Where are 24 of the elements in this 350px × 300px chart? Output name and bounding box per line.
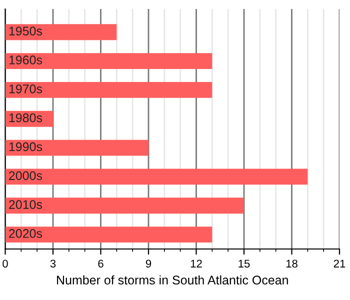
y-tick-label: 1970s [9, 84, 42, 94]
y-tick-label: 1990s [9, 142, 42, 152]
y-tick-label: 2000s [9, 171, 42, 180]
x-tick-label: 0 [2, 260, 8, 268]
bar [5, 168, 308, 185]
x-tick-label: 15 [238, 260, 250, 268]
bar [5, 140, 148, 156]
bar [5, 82, 212, 98]
y-tick-label: 1950s [9, 26, 42, 36]
bar [5, 226, 212, 242]
bar [5, 24, 117, 40]
x-tick-label: 21 [334, 260, 346, 268]
x-tick-label: 18 [286, 260, 298, 268]
y-tick-label: 1960s [9, 56, 42, 64]
y-tick-label: 2020s [9, 229, 42, 238]
x-tick-label: 3 [50, 260, 56, 268]
y-tick-label: 1980s [9, 113, 42, 122]
bar [5, 198, 244, 214]
x-axis-title: Number of storms in South Atlantic Ocean [57, 275, 288, 285]
y-tick-label: 2010s [9, 200, 42, 209]
x-tick-label: 12 [190, 260, 202, 268]
bar [5, 53, 212, 69]
x-tick-label: 9 [146, 260, 152, 268]
x-tick-label: 6 [98, 260, 104, 268]
